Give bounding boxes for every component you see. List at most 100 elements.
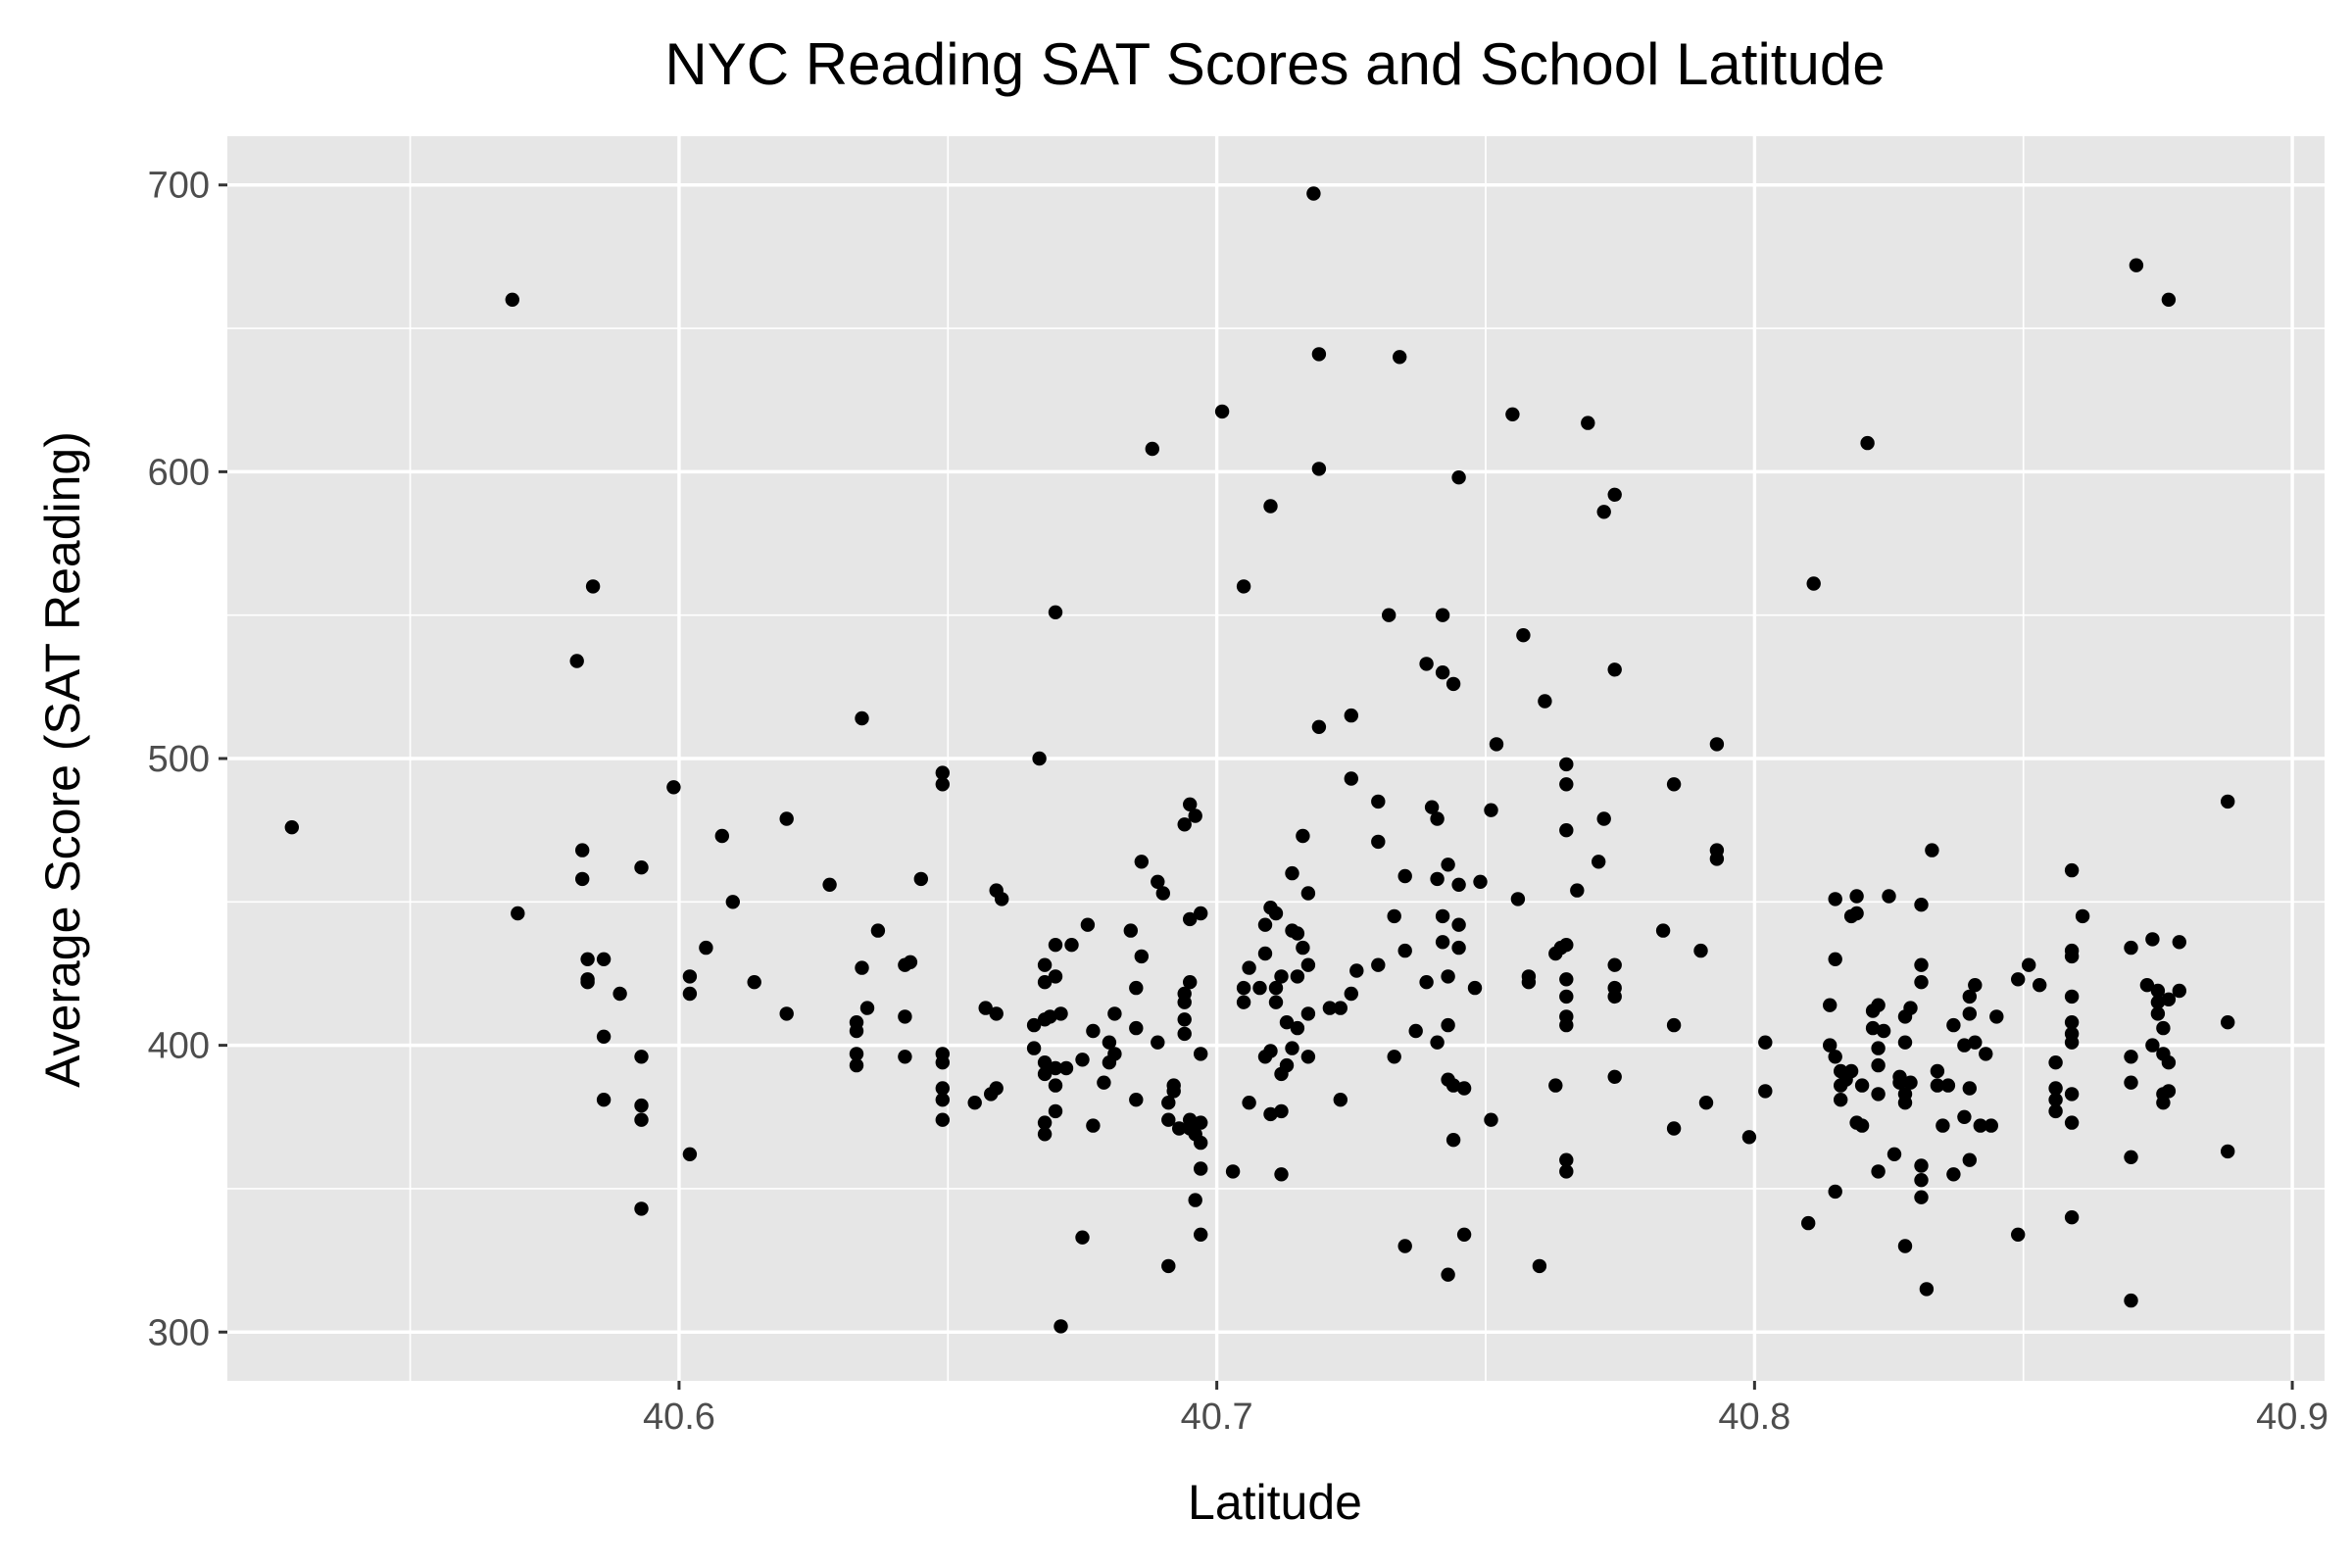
data-point (2124, 1075, 2138, 1090)
major-gridlines (227, 136, 2325, 1381)
data-point (1823, 998, 1838, 1012)
y-tick-label: 600 (148, 452, 210, 493)
data-point (1962, 1081, 1978, 1096)
data-point (1876, 1023, 1891, 1039)
data-point (2064, 989, 2080, 1004)
data-point (2064, 862, 2080, 878)
data-point (1177, 1012, 1192, 1027)
data-point (1828, 1184, 1842, 1200)
data-point (1279, 1057, 1295, 1073)
data-point (1257, 917, 1273, 932)
data-point (2064, 1087, 2080, 1102)
data-point (575, 843, 590, 858)
data-point (1834, 1093, 1848, 1107)
data-point (1183, 975, 1198, 990)
data-point (1048, 1103, 1063, 1119)
data-point (1194, 1135, 1208, 1151)
data-point (1596, 811, 1611, 826)
data-point (1274, 1103, 1289, 1119)
data-point (2221, 1144, 2235, 1159)
data-point (1441, 1017, 1455, 1033)
data-point (1183, 1112, 1198, 1127)
data-point (666, 780, 681, 795)
data-point (1510, 892, 1526, 906)
data-point (1473, 874, 1488, 889)
data-point (1666, 777, 1682, 792)
data-point (1048, 1060, 1063, 1076)
data-point (1828, 1050, 1842, 1064)
data-point (1311, 347, 1327, 362)
data-point (1886, 1147, 1902, 1162)
data-point (1285, 1041, 1299, 1055)
data-point (714, 828, 729, 844)
data-point (1037, 957, 1053, 972)
data-point (1263, 1044, 1278, 1058)
data-point (995, 892, 1009, 906)
data-point (1823, 1038, 1838, 1053)
data-point (2011, 972, 2026, 987)
data-point (1037, 1066, 1053, 1082)
y-tick-label: 400 (148, 1026, 210, 1067)
data-point (1882, 889, 1896, 904)
data-point (1419, 975, 1434, 990)
data-point (1268, 995, 1284, 1009)
data-point (1570, 883, 1585, 898)
data-point (1467, 980, 1483, 996)
data-point (1903, 1001, 1918, 1015)
data-point (1698, 1096, 1714, 1110)
data-point (1871, 998, 1886, 1012)
data-point (1456, 1081, 1472, 1096)
data-point (1300, 886, 1316, 901)
data-point (1914, 1190, 1929, 1204)
data-point (935, 1081, 950, 1096)
data-point (2139, 978, 2155, 993)
data-point (1806, 576, 1821, 591)
data-point (1290, 1020, 1305, 1036)
data-point (1484, 803, 1498, 817)
data-point (1607, 662, 1622, 677)
data-point (1849, 906, 1864, 921)
data-point (1441, 1267, 1455, 1282)
data-point (898, 1009, 912, 1024)
data-point (2161, 1084, 2177, 1099)
data-point (1344, 708, 1359, 723)
data-point (1930, 1078, 1945, 1093)
data-point (1300, 957, 1316, 972)
data-point (1607, 989, 1622, 1004)
data-point (1296, 940, 1310, 956)
data-point (1897, 1239, 1913, 1253)
data-point (1538, 694, 1552, 709)
data-point (699, 940, 713, 956)
data-point (1741, 1130, 1757, 1145)
data-point (1871, 1164, 1886, 1179)
data-point (1274, 969, 1289, 984)
data-point (2156, 1096, 2171, 1110)
data-point (822, 877, 837, 892)
x-tick-label: 40.9 (2256, 1396, 2328, 1438)
data-point (1145, 441, 1160, 457)
data-point (1914, 898, 1929, 912)
data-point (2145, 1038, 2160, 1053)
data-point (634, 1112, 649, 1127)
data-point (855, 710, 869, 726)
data-point (1854, 1118, 1870, 1133)
data-point (1914, 975, 1929, 990)
data-point (1387, 1050, 1401, 1064)
data-point (1075, 1053, 1090, 1067)
data-point (1559, 972, 1574, 987)
data-point (1134, 855, 1150, 869)
data-point (1592, 855, 1606, 869)
data-point (2150, 983, 2166, 999)
data-point (596, 952, 612, 966)
data-point (1666, 1121, 1682, 1136)
data-point (849, 1057, 864, 1073)
data-point (1962, 1152, 1978, 1167)
data-point (1026, 1017, 1042, 1033)
data-point (1054, 1006, 1068, 1021)
data-point (1086, 1023, 1101, 1039)
data-point (2129, 258, 2144, 272)
data-point (1151, 1035, 1165, 1050)
data-point (2221, 794, 2235, 809)
data-point (2064, 1210, 2080, 1225)
data-point (1290, 926, 1305, 941)
